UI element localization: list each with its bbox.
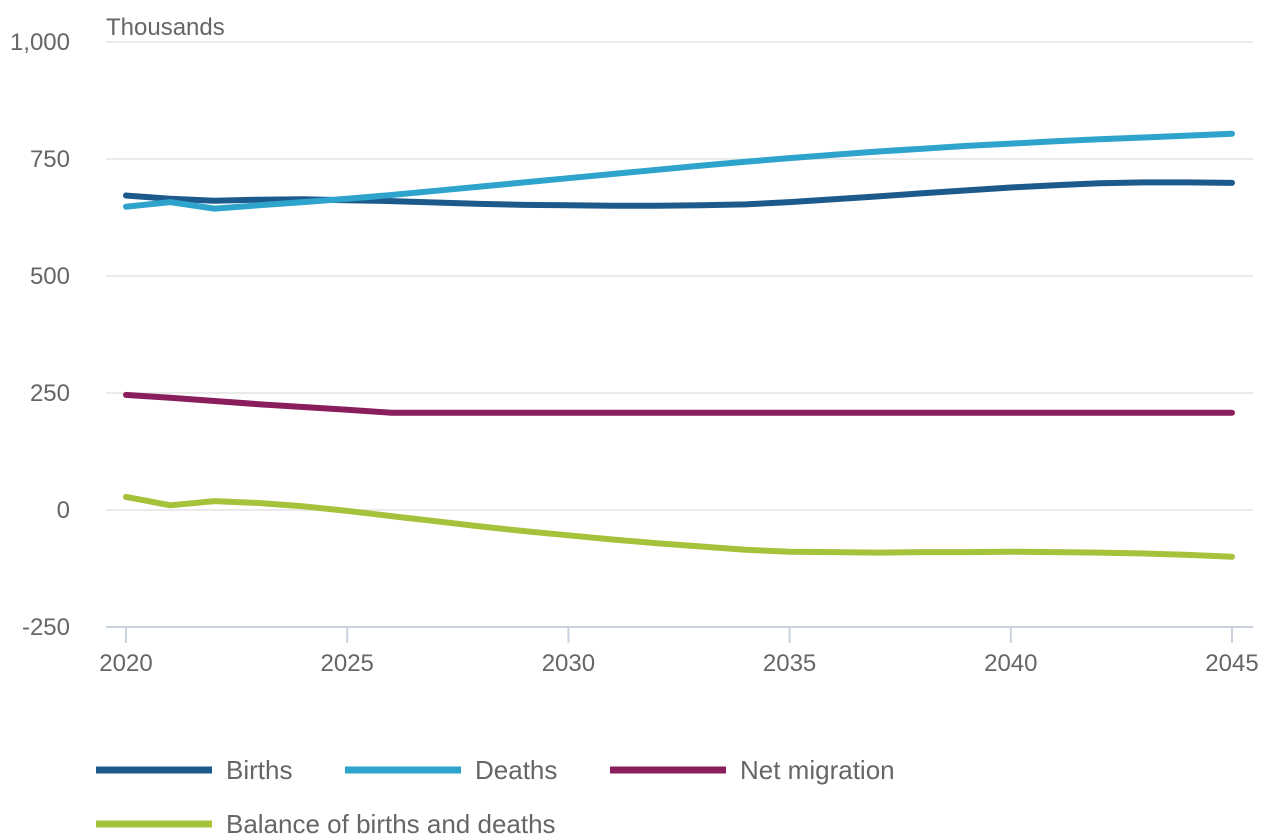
x-tick-label: 2040 bbox=[984, 650, 1037, 677]
gridlines bbox=[106, 41, 1253, 628]
y-tick-label: 0 bbox=[57, 497, 70, 524]
x-tick-label: 2030 bbox=[542, 650, 595, 677]
y-tick-label: 500 bbox=[30, 263, 70, 290]
legend-item-births: Births bbox=[96, 755, 292, 785]
y-tick-label: 1,000 bbox=[10, 29, 70, 56]
series-line-deaths bbox=[123, 130, 1235, 212]
y-tick-label: 250 bbox=[30, 380, 70, 407]
x-tick-label: 2020 bbox=[99, 650, 152, 677]
y-tick-label: 750 bbox=[30, 146, 70, 173]
series-line-net-migration bbox=[123, 391, 1235, 416]
legend-label: Net migration bbox=[740, 755, 895, 785]
x-tick-label: 2045 bbox=[1205, 650, 1258, 677]
y-tick-label: -250 bbox=[22, 614, 70, 641]
legend-item-deaths: Deaths bbox=[345, 755, 557, 785]
legend-item-net-migration: Net migration bbox=[610, 755, 895, 785]
legend-label: Deaths bbox=[475, 755, 557, 785]
axes: -250 0 250 500 750 1,000 2020 2025 2030 2035 2040 2… bbox=[10, 29, 1259, 677]
x-tick-label: 2035 bbox=[763, 650, 816, 677]
legend: Births Deaths Net migration Balance of birt… bbox=[96, 755, 895, 836]
series-lines bbox=[123, 130, 1235, 560]
legend-item-balance-of-births-and-deaths: Balance of births and deaths bbox=[96, 809, 556, 836]
legend-label: Births bbox=[226, 755, 292, 785]
x-tick-label: 2025 bbox=[321, 650, 374, 677]
series-line-balance-of-births-and-deaths bbox=[123, 493, 1235, 560]
legend-label: Balance of births and deaths bbox=[226, 809, 556, 836]
y-axis-unit-label: Thousands bbox=[106, 14, 225, 41]
